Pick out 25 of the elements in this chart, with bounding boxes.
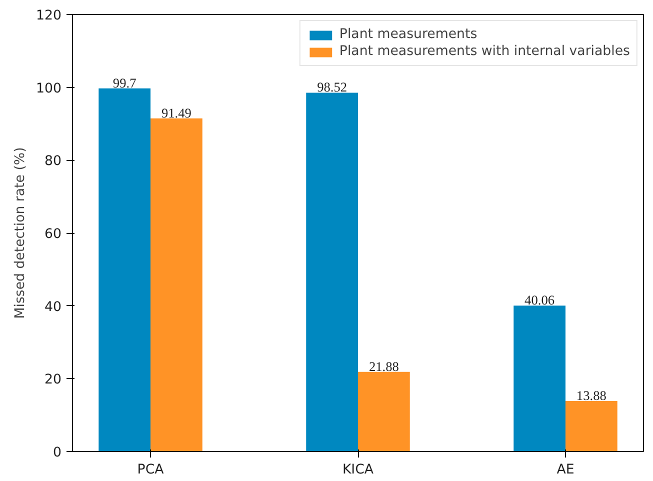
data-label: 99.7 <box>112 75 137 90</box>
bar <box>514 306 566 452</box>
y-tick-label: 20 <box>44 372 62 388</box>
y-tick-label: 80 <box>44 154 62 170</box>
legend-label: Plant measurements <box>339 27 478 42</box>
y-tick-label: 100 <box>36 81 62 96</box>
y-tick-label: 60 <box>44 227 62 242</box>
legend-label: Plant measurements with internal variables <box>339 44 630 59</box>
y-tick-label: 0 <box>53 446 62 460</box>
bar <box>306 92 358 452</box>
data-label: 13.88 <box>576 388 607 403</box>
y-tick-label: 40 <box>44 300 62 315</box>
bar <box>150 118 202 452</box>
bar <box>358 372 410 452</box>
bar <box>98 88 151 452</box>
bar <box>565 400 618 452</box>
data-label: 91.49 <box>161 105 192 120</box>
x-tick-label: KICA <box>342 462 374 478</box>
data-label: 98.52 <box>317 80 348 95</box>
y-axis-title: Missed detection rate (%) <box>13 147 28 319</box>
y-tick-label: 120 <box>36 8 62 24</box>
data-label: 21.88 <box>368 358 400 374</box>
x-tick-label: AE <box>556 462 574 478</box>
x-tick-label: PCA <box>137 462 164 478</box>
data-label: 40.06 <box>524 292 555 308</box>
